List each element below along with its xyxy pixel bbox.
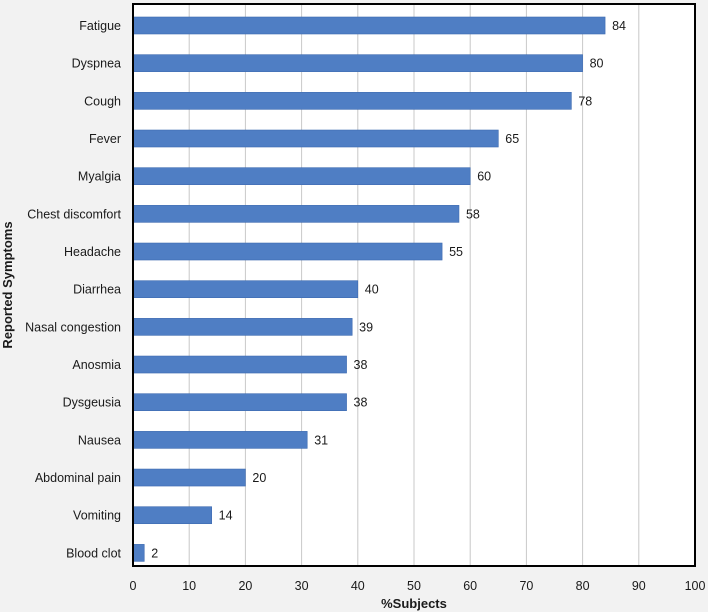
bar [132,393,347,412]
category-label: Fatigue [79,19,121,33]
category-label: Headache [64,245,121,259]
x-tick-label: 70 [519,579,533,593]
category-label: Myalgia [78,170,121,184]
value-label: 60 [477,170,491,184]
value-labels: 84 80 78 65 60 58 55 40 39 38 38 31 20 14 2 [151,19,626,560]
value-label: 38 [354,396,368,410]
x-tick-label: 100 [685,579,706,593]
bar [132,205,460,223]
category-label: Dysgeusia [63,396,121,410]
bar [132,431,308,449]
x-tick-label: 60 [463,579,477,593]
bar [132,129,499,148]
category-label: Vomiting [73,509,121,523]
x-tick-label: 10 [182,579,196,593]
x-tick-label: 90 [632,579,646,593]
category-labels: Fatigue Dyspnea Cough Fever Myalgia Chest dis… [25,19,121,560]
value-label: 65 [505,132,519,146]
plot-frame [132,3,696,567]
bar [132,167,471,185]
x-tick-label: 30 [295,579,309,593]
category-label: Cough [84,94,121,108]
x-tick-label: 0 [130,579,137,593]
category-label: Nasal congestion [25,320,121,334]
category-label: Chest discomfort [27,207,121,221]
category-label: Nausea [78,433,121,447]
bar [132,92,572,110]
bar [132,355,347,374]
x-axis-title: %Subjects [381,596,447,611]
category-label: Anosmia [72,358,121,372]
value-label: 78 [578,94,592,108]
x-tick-label: 50 [407,579,421,593]
value-label: 58 [466,207,480,221]
value-label: 55 [449,245,463,259]
value-label: 40 [365,283,379,297]
category-label: Fever [89,132,121,146]
category-label: Diarrhea [73,283,121,297]
value-label: 2 [151,546,158,560]
x-tick-label: 20 [238,579,252,593]
value-label: 31 [314,433,328,447]
bar [132,54,583,72]
x-tick-label: 80 [576,579,590,593]
value-label: 20 [252,471,266,485]
bar [132,318,353,336]
bar [132,280,359,298]
value-label: 39 [359,320,373,334]
bar [132,16,606,35]
category-label: Dyspnea [72,57,121,71]
y-axis-title: Reported Symptoms [0,221,15,348]
category-label: Abdominal pain [35,471,121,485]
value-label: 84 [612,19,626,33]
bar [132,468,246,487]
bar [132,506,212,525]
value-label: 14 [219,509,233,523]
bar [132,544,145,562]
value-label: 80 [590,57,604,71]
x-tick-label: 40 [351,579,365,593]
value-label: 38 [354,358,368,372]
bar [132,242,443,261]
category-label: Blood clot [66,546,121,560]
x-tick-labels: 0 10 20 30 40 50 60 70 80 90 100 [130,579,706,593]
